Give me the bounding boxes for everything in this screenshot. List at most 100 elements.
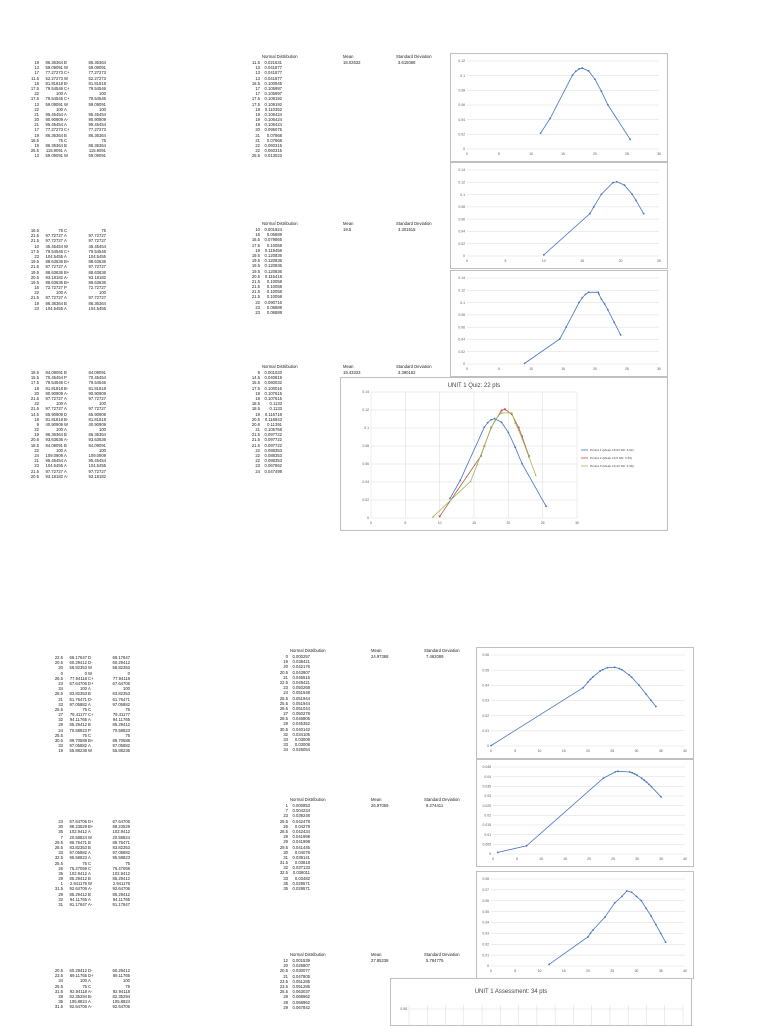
letter-grade: A xyxy=(64,427,67,433)
y-tick-label: 0.03 xyxy=(482,932,489,936)
letter-grade: B+ xyxy=(64,279,70,285)
y-tick-label: 0.025 xyxy=(483,804,492,808)
nd-row: 33 0.03008 xyxy=(276,742,310,747)
chart-title: UNIT 1 Quiz: 22 pts xyxy=(448,383,501,389)
nd-score: 35 xyxy=(283,880,288,886)
x-tick-label: 35 xyxy=(659,749,663,753)
nd-row: 22 0.088353 xyxy=(248,453,282,458)
standard-deviation-header: Standard Deviation xyxy=(396,221,432,226)
raw-score: 22 xyxy=(34,401,39,407)
nd-score: 32 xyxy=(283,865,288,871)
letter-grade: A xyxy=(64,295,67,301)
nd-density: 0.004234 xyxy=(292,808,310,814)
nd-score: 21 xyxy=(283,973,288,979)
y-tick-label: 0 xyxy=(487,744,489,748)
percent-copy: 93.18182 xyxy=(88,274,106,280)
percent-copy: 97.72727 xyxy=(88,233,106,239)
raw-score: 28.5 xyxy=(54,691,63,697)
score-row: 21.5 97.72727 A 97.72727 xyxy=(28,469,106,474)
series-line xyxy=(497,770,662,853)
nd-row: 22.5 0.049421 xyxy=(276,680,310,685)
x-tick-label: 0 xyxy=(466,259,468,263)
letter-grade: A xyxy=(64,111,67,117)
percent-copy: 79.54546 xyxy=(88,96,106,102)
nd-density: 0.1133 xyxy=(269,401,283,407)
nd-row: 28.5 0.046805 xyxy=(276,716,310,721)
chart-svg: 0 0.02 0.04 0.06 0.08 0.1 0.12 0.14 0 5 10 15 20 25 30 xyxy=(458,276,661,371)
letter-grade: C+ xyxy=(64,127,70,133)
raw-score: 31.5 xyxy=(54,886,63,892)
normal-distribution-column: 10 0.001824 16 0.06889 16.5 0.079865 17.5 0.100… xyxy=(248,227,282,315)
score-row: 21 95.45454 A 95.45454 xyxy=(28,112,106,117)
nd-score: 13 xyxy=(255,70,260,76)
score-row: 25.5 75 C 75 xyxy=(52,733,130,738)
percent-copy: 97.72727 xyxy=(88,468,106,474)
raw-score: 22 xyxy=(34,91,39,97)
y-tick-label: 0.06 xyxy=(458,103,465,107)
raw-score: 35 xyxy=(58,870,63,876)
raw-score: 21.5 xyxy=(30,238,39,244)
nd-density: 0.039248 xyxy=(292,813,310,819)
nd-density: 0.090716 xyxy=(264,299,282,305)
percent-score: 75 xyxy=(58,137,63,143)
score-row: 11.5 52.27273 W 52.27273 xyxy=(28,76,106,81)
percent-copy: 85.29412 xyxy=(112,722,130,728)
score-row: 25.5 75 C 75 xyxy=(52,861,130,866)
nd-density: 0.097722 xyxy=(264,432,282,438)
score-row: 23 104.5455 A 104.5455 xyxy=(28,306,106,311)
percent-score: 84.09091 xyxy=(45,370,63,375)
percent-score: 40.90909 xyxy=(45,421,63,427)
letter-grade: W xyxy=(88,881,92,887)
y-tick-label: 0.12 xyxy=(362,408,369,412)
nd-score: 23 xyxy=(255,310,260,315)
letter-grade: A xyxy=(64,447,67,453)
nd-score: 14.5 xyxy=(251,375,260,381)
y-tick-label: 0.12 xyxy=(458,288,465,292)
score-row: 29 85.29412 B 85.29412 xyxy=(52,722,130,727)
data-point xyxy=(500,409,503,412)
nd-density: 0.120836 xyxy=(264,268,282,274)
nd-density: 0.04278 xyxy=(294,823,310,829)
chart-svg: 0 0.01 0.02 0.03 0.04 0.05 0.06 0.07 0.08 0 5 10 15 2… xyxy=(482,877,687,973)
y-tick-label: 0.05 xyxy=(482,910,489,914)
nd-density: 0.110352 xyxy=(264,106,282,112)
nd-row: 18 0.107615 xyxy=(248,396,282,401)
normal-distribution-header: Normal Distribution xyxy=(290,797,326,802)
nd-row: 35 0.029571 xyxy=(276,881,310,886)
score-row: 33 97.05882 A 97.05882 xyxy=(52,743,130,748)
percent-score: 85.29412 xyxy=(69,891,87,897)
nd-row: 28.5 0.042434 xyxy=(276,829,310,834)
y-tick-label: 0.02 xyxy=(458,133,465,137)
raw-score: 21 xyxy=(34,111,39,117)
nd-density: 0.105997 xyxy=(264,91,282,97)
percent-score: 67.64706 xyxy=(69,680,87,686)
score-row: 36 105.8824 A 105.8824 xyxy=(52,999,130,1004)
raw-score: 19 xyxy=(34,132,39,138)
x-tick-label: 15 xyxy=(580,259,584,263)
percent-score: 104.5455 xyxy=(45,305,63,311)
nd-row: 26 0.04278 xyxy=(276,824,310,829)
nd-row: 33 0.03008 xyxy=(276,737,310,742)
data-point xyxy=(623,184,626,187)
percent-copy: 93.63636 xyxy=(88,437,106,443)
data-point xyxy=(635,199,637,202)
mean-value: 19.43333 xyxy=(343,369,361,375)
percent-copy: 97.05882 xyxy=(112,701,130,707)
nd-density: 0.037133 xyxy=(292,865,310,871)
score-row: 13 59.09091 W 59.09091 xyxy=(28,65,106,70)
y-tick-label: 0 xyxy=(463,362,465,366)
letter-grade: W xyxy=(64,153,68,159)
score-row: 29 85.29412 B 85.29412 xyxy=(52,876,130,881)
letter-grade: A xyxy=(88,701,91,707)
nd-row: 24 0.051648 xyxy=(276,690,310,695)
raw-score: 25.5 xyxy=(54,732,63,738)
score-row: 20 58.82353 W 58.82353 xyxy=(52,665,130,670)
nd-score: 21 xyxy=(255,137,260,143)
nd-score: 33 xyxy=(283,742,288,748)
letter-grade: B xyxy=(88,839,91,845)
x-tick-label: 15 xyxy=(561,152,565,156)
nd-density: 0.050268 xyxy=(292,685,310,691)
percent-copy: 97.72727 xyxy=(88,395,106,401)
raw-score: 34 xyxy=(58,978,63,984)
letter-grade: B xyxy=(64,370,67,375)
